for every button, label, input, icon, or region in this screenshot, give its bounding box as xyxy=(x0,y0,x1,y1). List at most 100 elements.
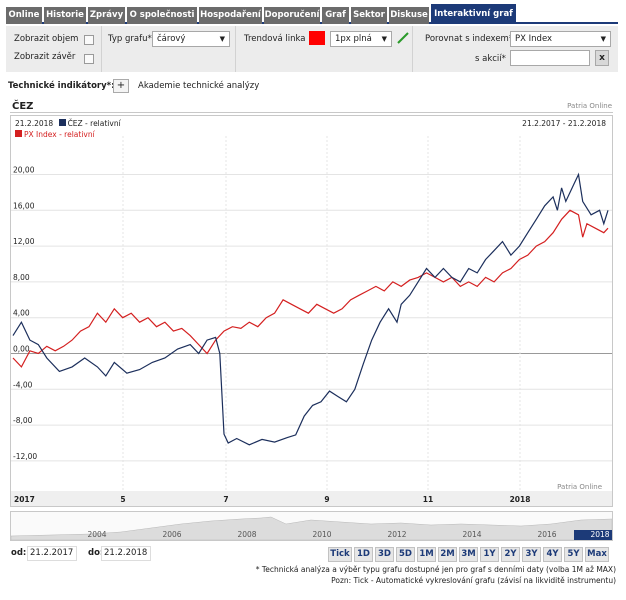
legend-date: 21.2.2018 xyxy=(15,119,54,128)
y-tick-label: -8,00 xyxy=(13,416,33,425)
period-button-3d[interactable]: 3D xyxy=(375,547,394,562)
y-tick-label: 8,00 xyxy=(13,273,30,282)
period-button-2m[interactable]: 2M xyxy=(438,547,457,562)
compare-index-select[interactable]: PX Index ▼ xyxy=(510,31,611,47)
stock-label: s akcií* xyxy=(475,54,506,64)
chart-source: Patria Online xyxy=(567,102,612,110)
chart-divider xyxy=(10,112,613,113)
navigator-year-label: 2016 xyxy=(537,530,556,539)
from-label: od: xyxy=(11,548,27,558)
chevron-down-icon: ▼ xyxy=(381,35,387,43)
navigator-years: 2004 2006 2008 2010 2012 2014 2016 2018 xyxy=(87,530,609,539)
navigator-year-label: 2018 xyxy=(590,530,609,539)
chart-lines xyxy=(12,172,609,446)
show-volume-label: Zobrazit objem xyxy=(14,34,79,44)
add-indicator-button[interactable]: + xyxy=(113,79,129,93)
trend-label: Trendová linka xyxy=(244,34,306,44)
chevron-down-icon: ▼ xyxy=(600,35,606,43)
tab-o-spolecnosti[interactable]: O společnosti xyxy=(127,7,197,24)
y-tick-label: 0,00 xyxy=(13,345,30,354)
x-tick-label: 7 xyxy=(223,495,228,504)
legend-swatch-cez xyxy=(58,119,66,126)
watermark: Patria Online xyxy=(557,483,602,491)
period-button-5d[interactable]: 5D xyxy=(396,547,415,562)
chart-grid xyxy=(11,136,612,491)
chart-area: 20,00 16,00 12,00 8,00 4,00 0,00 -4,00 -8,00 -12… xyxy=(10,115,613,507)
tab-interaktivni-graf[interactable]: Interaktivní graf xyxy=(431,4,516,24)
tab-doporuceni[interactable]: Doporučení xyxy=(264,7,320,24)
y-axis: 20,00 16,00 12,00 8,00 4,00 0,00 -4,00 -8,00 -12… xyxy=(13,166,37,461)
trend-style-value: 1px plná xyxy=(335,34,372,44)
show-close-label: Zobrazit závěr xyxy=(14,52,76,62)
clear-button[interactable]: x xyxy=(595,50,609,66)
navigator-year-label: 2010 xyxy=(312,530,331,539)
y-tick-label: -12,00 xyxy=(13,452,37,461)
compare-stock-input[interactable] xyxy=(510,50,590,66)
y-tick-label: 4,00 xyxy=(13,309,30,318)
chevron-down-icon: ▼ xyxy=(219,35,225,43)
trend-style-select[interactable]: 1px plná ▼ xyxy=(330,31,392,47)
from-date-input[interactable]: 21.2.2017 xyxy=(27,546,77,561)
note-1: * Technická analýza a výběr typu grafu d… xyxy=(255,565,616,574)
academy-link[interactable]: Akademie technické analýzy xyxy=(138,81,260,91)
compare-label: Porovnat s indexem* xyxy=(425,34,514,44)
tab-diskuse[interactable]: Diskuse xyxy=(389,7,429,24)
to-date-input[interactable]: 21.2.2018 xyxy=(101,546,151,561)
navigator-year-label: 2014 xyxy=(462,530,481,539)
period-button-tick[interactable]: Tick xyxy=(328,547,352,562)
period-button-1y[interactable]: 1Y xyxy=(480,547,499,562)
period-button-4y[interactable]: 4Y xyxy=(543,547,562,562)
legend-cez: ČEZ - relativní xyxy=(67,119,121,128)
x-tick-label: 5 xyxy=(120,495,125,504)
series-line-px-index xyxy=(12,209,609,368)
y-tick-label: -4,00 xyxy=(13,380,33,389)
to-label: do: xyxy=(88,548,104,558)
note-2: Pozn: Tick - Automatické vykreslování gr… xyxy=(331,576,616,585)
navigator-year-label: 2004 xyxy=(87,530,106,539)
compare-index-value: PX Index xyxy=(515,34,553,44)
range-navigator[interactable]: 2004 2006 2008 2010 2012 2014 2016 2018 xyxy=(10,511,613,541)
tab-online[interactable]: Online xyxy=(6,7,42,24)
chart-type-value: čárový xyxy=(157,34,186,44)
period-button-3y[interactable]: 3Y xyxy=(522,547,541,562)
compare-box: Porovnat s indexem* PX Index ▼ s akcií* … xyxy=(413,26,618,72)
trend-color-swatch[interactable] xyxy=(309,31,325,45)
chart-type-select[interactable]: čárový ▼ xyxy=(152,31,230,47)
show-volume-checkbox[interactable] xyxy=(84,35,94,45)
legend-px: PX Index - relativní xyxy=(24,130,95,139)
legend-row-2: PX Index - relativní xyxy=(15,130,95,139)
chart-type-box: Typ grafu* čárový ▼ xyxy=(102,26,236,72)
period-button-1d[interactable]: 1D xyxy=(354,547,373,562)
tab-zpravy[interactable]: Zprávy xyxy=(88,7,125,24)
tab-historie[interactable]: Historie xyxy=(44,7,86,24)
period-button-5y[interactable]: 5Y xyxy=(564,547,583,562)
series-line-cez xyxy=(12,172,609,446)
tab-graf[interactable]: Graf xyxy=(322,7,349,24)
legend-row-1: 21.2.2018 ČEZ - relativní xyxy=(15,119,121,128)
tech-indicators-label: Technické indikátory*: xyxy=(8,81,115,91)
period-button-3m[interactable]: 3M xyxy=(459,547,478,562)
tab-bar: Online Historie Zprávy O společnosti Hos… xyxy=(6,4,618,24)
date-range: 21.2.2017 - 21.2.2018 xyxy=(522,119,606,128)
tech-indicators-row: Technické indikátory*: + Akademie techni… xyxy=(6,76,618,96)
x-tick-label: 2017 xyxy=(14,495,35,504)
period-button-2y[interactable]: 2Y xyxy=(501,547,520,562)
line-chart: 20,00 16,00 12,00 8,00 4,00 0,00 -4,00 -8,00 -12… xyxy=(11,136,612,506)
chart-title: ČEZ xyxy=(12,101,34,112)
show-close-checkbox[interactable] xyxy=(84,54,94,64)
navigator-svg: 2004 2006 2008 2010 2012 2014 2016 2018 xyxy=(10,516,613,541)
y-tick-label: 16,00 xyxy=(13,201,35,210)
navigator-selection xyxy=(574,530,612,540)
navigator-year-label: 2008 xyxy=(237,530,256,539)
period-button-1m[interactable]: 1M xyxy=(417,547,436,562)
pencil-icon[interactable] xyxy=(396,31,410,45)
y-tick-label: 20,00 xyxy=(13,166,35,175)
y-tick-label: 12,00 xyxy=(13,237,35,246)
period-button-max[interactable]: Max xyxy=(585,547,609,562)
tab-sektor[interactable]: Sektor xyxy=(351,7,387,24)
chart-type-label: Typ grafu* xyxy=(108,34,152,44)
x-tick-label: 2018 xyxy=(510,495,531,504)
tab-hospodareni[interactable]: Hospodaření xyxy=(199,7,262,24)
trend-box: Trendová linka 1px plná ▼ xyxy=(236,26,413,72)
chart-settings-panel: Zobrazit objem Zobrazit závěr Typ grafu*… xyxy=(6,26,618,72)
